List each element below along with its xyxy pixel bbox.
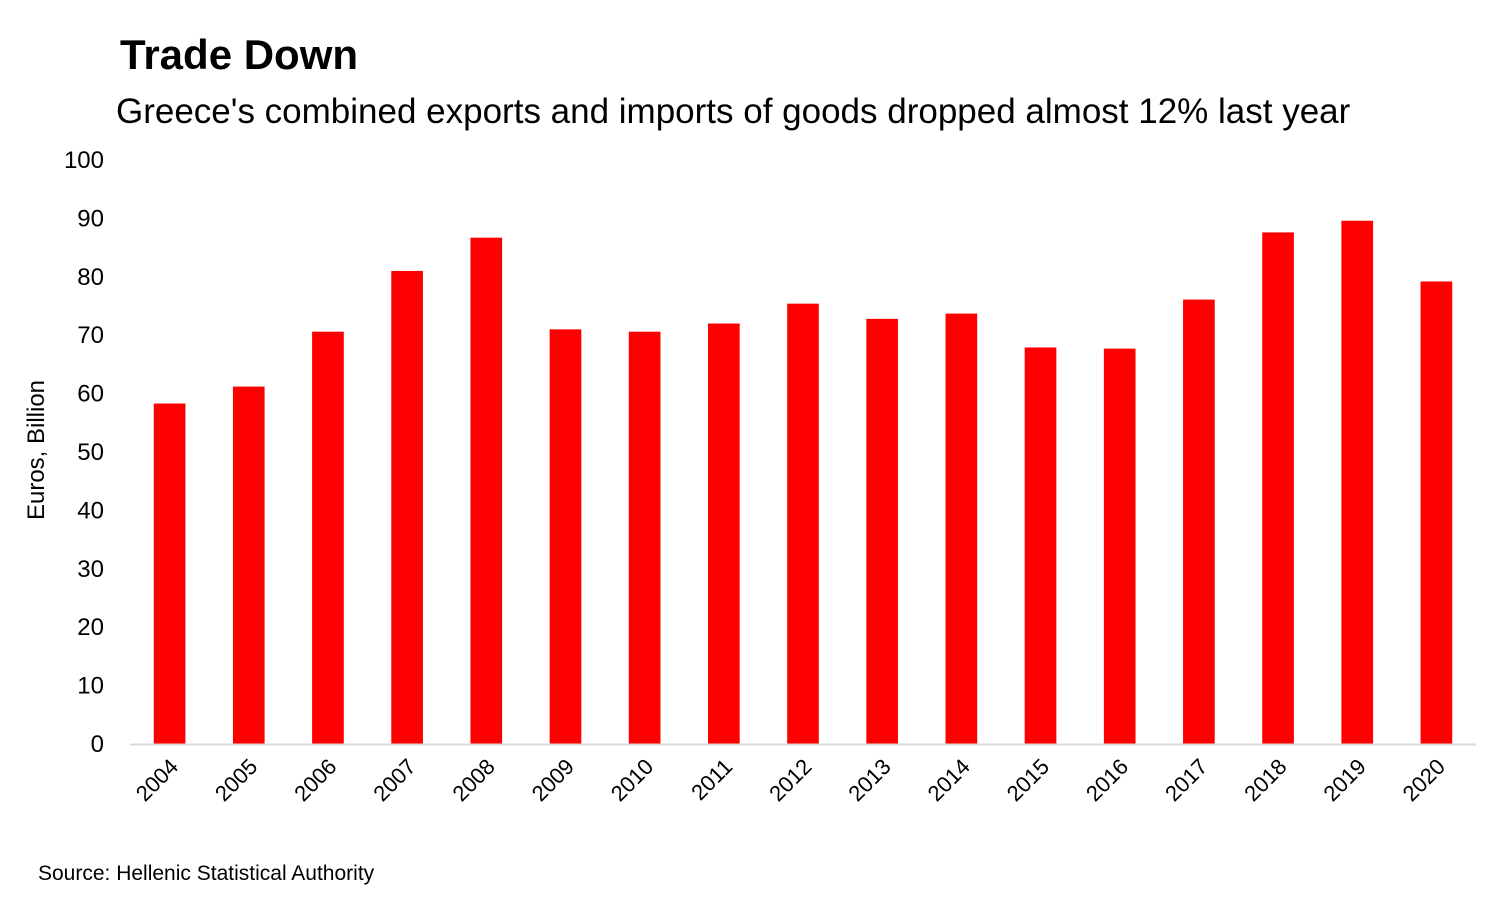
y-tick-label: 50 [77,439,104,466]
y-tick-label: 90 [77,205,104,232]
y-tick-label: 0 [91,731,104,758]
bar-2009 [549,329,582,744]
x-tick-label: 2012 [764,754,816,806]
x-tick-label: 2015 [1002,754,1054,806]
y-tick-label: 60 [77,381,104,408]
bar-2005 [232,386,265,744]
bar-2014 [945,313,978,744]
x-tick-label: 2018 [1239,754,1291,806]
y-tick-label: 100 [64,147,104,174]
bar-2006 [312,331,344,744]
chart-title: Trade Down [120,31,359,78]
y-axis: 0 10 20 30 40 50 60 70 80 90 100 [64,147,104,758]
chart-subtitle: Greece's combined exports and imports of… [116,92,1351,131]
bars [153,220,1453,745]
bar-2012 [787,303,819,744]
x-tick-label: 2007 [368,754,420,806]
bar-2020 [1420,281,1453,744]
y-axis-label: Euros, Billion [23,380,50,520]
y-tick-label: 40 [77,497,104,524]
x-tick-label: 2013 [843,754,895,806]
y-tick-label: 80 [77,264,104,291]
x-tick-label: 2006 [289,754,341,806]
x-tick-label: 2017 [1160,754,1212,806]
x-tick-label: 2019 [1318,754,1370,806]
bar-2019 [1341,220,1374,745]
bar-2004 [153,403,186,744]
bar-2018 [1262,232,1294,744]
x-tick-label: 2016 [1081,754,1133,806]
x-tick-label: 2009 [527,754,579,806]
y-tick-label: 20 [77,614,104,641]
bar-2015 [1024,347,1057,744]
source-note: Source: Hellenic Statistical Authority [38,862,375,885]
bar-2007 [391,270,423,744]
x-tick-label: 2020 [1398,754,1450,806]
x-tick-label: 2011 [686,754,737,805]
bar-2016 [1103,348,1136,744]
x-tick-label: 2010 [606,754,658,806]
x-tick-label: 2014 [923,754,975,806]
x-axis: 2004 2005 2006 2007 2008 2009 2010 2011 2012 2013… [131,754,1450,806]
bar-2011 [707,323,740,744]
x-tick-label: 2004 [131,754,183,806]
bar-2010 [628,331,661,744]
y-tick-label: 10 [77,673,104,700]
bar-2013 [866,318,899,744]
x-tick-label: 2005 [210,754,262,806]
y-tick-label: 30 [77,556,104,583]
x-tick-label: 2008 [448,754,500,806]
bar-2017 [1183,299,1215,744]
y-tick-label: 70 [77,322,104,349]
bar-2008 [470,237,503,744]
